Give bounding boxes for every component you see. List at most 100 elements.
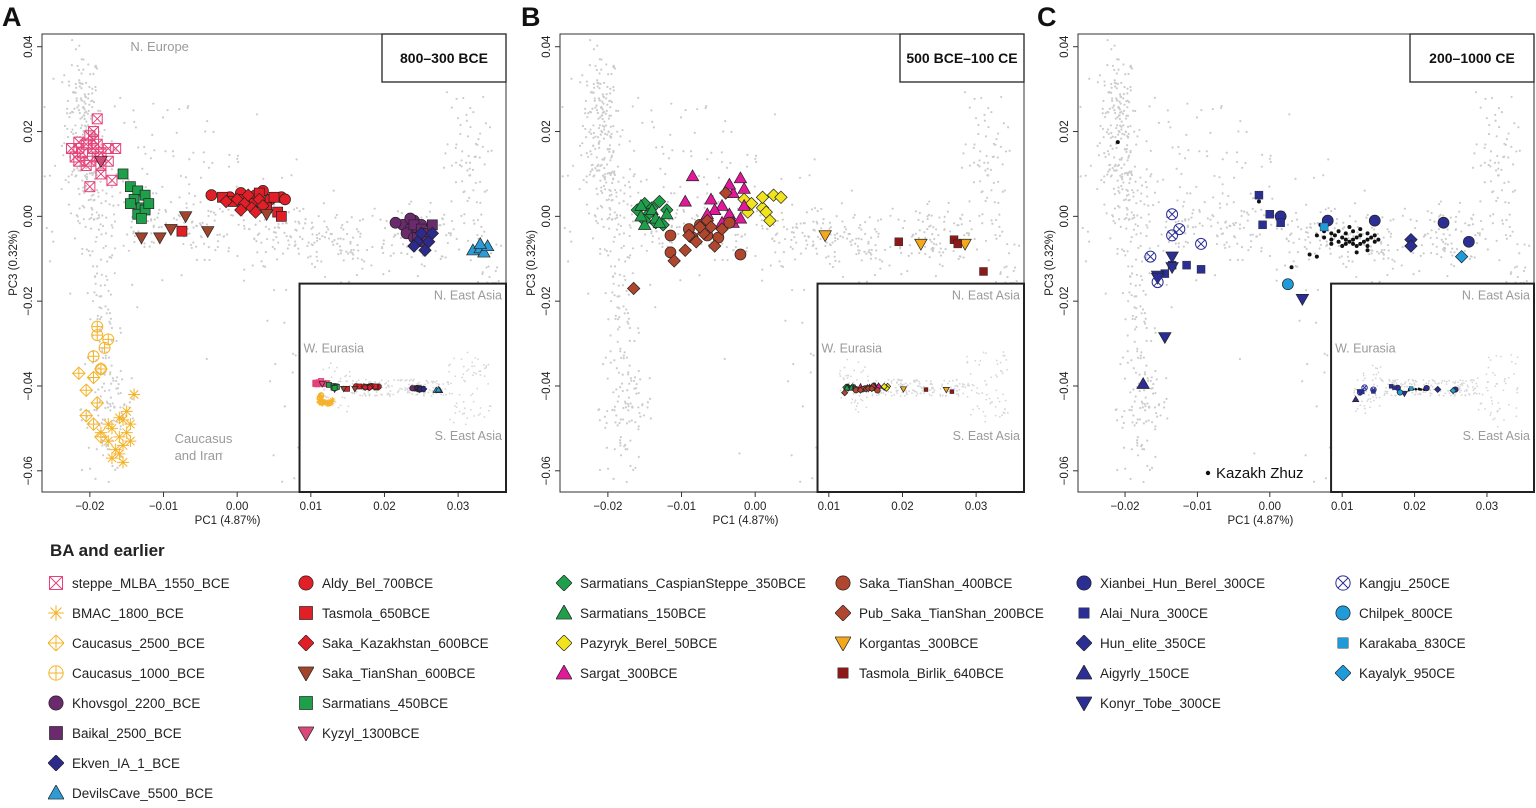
inset-marker-Kazakh_Zhuz — [1415, 388, 1417, 390]
reference-point — [450, 200, 452, 202]
reference-point — [1354, 202, 1356, 204]
reference-point — [732, 249, 734, 251]
inset-reference-point — [408, 384, 410, 386]
reference-point — [325, 231, 327, 233]
inset-reference-point — [1376, 397, 1378, 399]
inset-reference-point — [1477, 377, 1479, 379]
reference-point — [93, 291, 95, 293]
reference-point — [141, 168, 143, 170]
reference-point — [445, 256, 447, 258]
reference-point — [480, 214, 482, 216]
inset-reference-point — [474, 365, 476, 367]
reference-point — [588, 212, 590, 214]
inset-reference-point — [479, 374, 481, 376]
reference-point — [1145, 235, 1147, 237]
reference-point — [594, 106, 596, 108]
reference-point — [976, 248, 978, 250]
reference-point — [475, 143, 477, 145]
reference-point — [1146, 465, 1148, 467]
reference-point — [1004, 189, 1006, 191]
reference-point — [919, 229, 921, 231]
reference-point — [602, 363, 604, 365]
reference-point — [1305, 231, 1307, 233]
reference-point — [161, 279, 163, 281]
reference-point — [128, 250, 130, 252]
reference-point — [81, 99, 83, 101]
reference-point — [1334, 208, 1336, 210]
reference-point — [729, 162, 731, 164]
diamond-icon — [556, 575, 572, 591]
reference-point — [1270, 155, 1272, 157]
reference-point — [1109, 108, 1111, 110]
reference-point — [1144, 405, 1146, 407]
reference-point — [607, 318, 609, 320]
reference-point — [579, 81, 581, 83]
inset-reference-point — [335, 401, 337, 403]
inset-reference-point — [462, 413, 464, 415]
reference-point — [316, 251, 318, 253]
inset-reference-point — [1488, 357, 1490, 359]
reference-point — [622, 176, 624, 178]
inset-reference-point — [964, 386, 966, 388]
reference-point — [603, 121, 605, 123]
reference-point — [796, 227, 798, 229]
inset-reference-point — [867, 380, 869, 382]
reference-point — [1102, 108, 1104, 110]
inset-reference-point — [1487, 381, 1489, 383]
reference-point — [606, 199, 608, 201]
inset-reference-point — [476, 388, 478, 390]
inset-reference-point — [906, 393, 908, 395]
reference-point — [1209, 132, 1211, 134]
reference-point — [83, 218, 85, 220]
inset-reference-point — [485, 365, 487, 367]
reference-point — [924, 246, 926, 248]
reference-point — [1245, 131, 1247, 133]
reference-point — [324, 236, 326, 238]
reference-point — [582, 125, 584, 127]
square-small-icon — [835, 665, 851, 681]
inset-reference-point — [845, 375, 847, 377]
reference-point — [479, 202, 481, 204]
reference-point — [71, 39, 73, 41]
reference-point — [1120, 128, 1122, 130]
reference-point — [114, 220, 116, 222]
inset-reference-point — [463, 412, 465, 414]
reference-point — [1232, 222, 1234, 224]
reference-point — [621, 129, 623, 131]
inset-reference-point — [450, 382, 452, 384]
reference-point — [1142, 481, 1144, 483]
reference-point — [87, 63, 89, 65]
inset-reference-point — [1372, 396, 1374, 398]
inset-reference-point — [327, 396, 329, 398]
reference-point — [619, 189, 621, 191]
inset-reference-point — [859, 395, 861, 397]
inset-marker-Tasmola_Birlik_640BCE — [924, 388, 928, 392]
reference-point — [451, 107, 453, 109]
reference-point — [1386, 274, 1388, 276]
reference-point — [1151, 467, 1153, 469]
reference-point — [88, 250, 90, 252]
reference-point — [980, 191, 982, 193]
reference-point — [1168, 241, 1170, 243]
reference-point — [463, 222, 465, 224]
reference-point — [1392, 268, 1394, 270]
reference-point — [608, 118, 610, 120]
reference-point — [1198, 209, 1200, 211]
inset-reference-point — [967, 383, 969, 385]
reference-point — [722, 130, 724, 132]
reference-point — [68, 80, 70, 82]
reference-point — [1185, 241, 1187, 243]
reference-point — [340, 227, 342, 229]
inset-reference-point — [1420, 394, 1422, 396]
reference-point — [158, 226, 160, 228]
triangle-up-icon — [1076, 665, 1092, 681]
reference-point — [618, 326, 620, 328]
reference-point — [1261, 154, 1263, 156]
reference-point — [974, 238, 976, 240]
inset-reference-point — [409, 392, 411, 394]
reference-point — [589, 111, 591, 113]
reference-point — [71, 64, 73, 66]
reference-point — [1145, 420, 1147, 422]
inset-reference-point — [1490, 412, 1492, 414]
marker-Korgantas_300BCE — [915, 239, 927, 250]
